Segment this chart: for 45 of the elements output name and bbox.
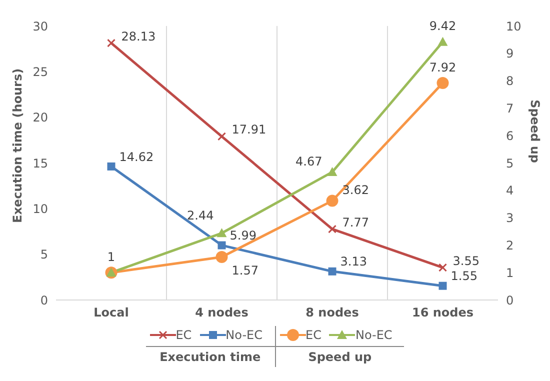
y-tick-label: 20 xyxy=(32,110,48,125)
y2-tick-label: 0 xyxy=(506,293,514,308)
data-label: 9.42 xyxy=(429,19,456,34)
x-tick-label: 4 nodes xyxy=(195,306,248,320)
data-label: 3.13 xyxy=(340,254,367,269)
y2-tick-label: 9 xyxy=(506,46,514,61)
data-label: 1 xyxy=(107,250,116,264)
y2-tick-label: 2 xyxy=(506,238,514,252)
y2-tick-label: 7 xyxy=(506,101,514,116)
legend-label: EC xyxy=(176,328,192,342)
y-tick-label: 15 xyxy=(32,156,48,170)
y2-tick-label: 1 xyxy=(506,266,514,280)
data-label: 1.57 xyxy=(232,263,258,278)
data-label: 17.91 xyxy=(232,122,266,137)
y2-tick-label: 4 xyxy=(506,184,514,198)
data-label: 4.67 xyxy=(296,154,322,168)
y-tick-label: 10 xyxy=(32,202,48,216)
y-tick-label: 30 xyxy=(32,19,48,34)
y-tick-label: 0 xyxy=(40,293,48,308)
data-label: 3.62 xyxy=(342,183,369,198)
data-label: 7.77 xyxy=(342,215,369,230)
x-tick-label: 8 nodes xyxy=(306,306,359,320)
data-label: 3.55 xyxy=(452,254,480,268)
y-tick-label: 5 xyxy=(40,248,48,262)
y2-tick-label: 5 xyxy=(506,156,514,170)
y2-tick-label: 8 xyxy=(506,74,514,88)
data-label: 14.62 xyxy=(119,150,154,164)
y2-tick-label: 3 xyxy=(506,211,514,226)
data-label: 2.44 xyxy=(187,208,214,222)
data-label: 28.13 xyxy=(121,29,156,44)
x-tick-label: 16 nodes xyxy=(412,306,474,320)
legend-label: No-EC xyxy=(355,328,392,342)
y2-tick-label: 6 xyxy=(506,128,514,143)
y-axis-title: Execution time (hours) xyxy=(10,68,24,223)
text: Execution time xyxy=(160,350,261,364)
data-label: 1.55 xyxy=(450,269,478,284)
y2-axis-title: Speed up xyxy=(528,100,542,164)
legend-label: No-EC xyxy=(226,328,262,342)
data-label: 7.92 xyxy=(429,60,456,74)
x-tick-label: Local xyxy=(94,306,129,320)
y2-tick-label: 10 xyxy=(506,19,522,34)
text: Speed up xyxy=(308,350,372,364)
data-label: 5.99 xyxy=(230,228,256,243)
legend-label: EC xyxy=(306,328,322,342)
y-tick-label: 25 xyxy=(32,64,48,79)
